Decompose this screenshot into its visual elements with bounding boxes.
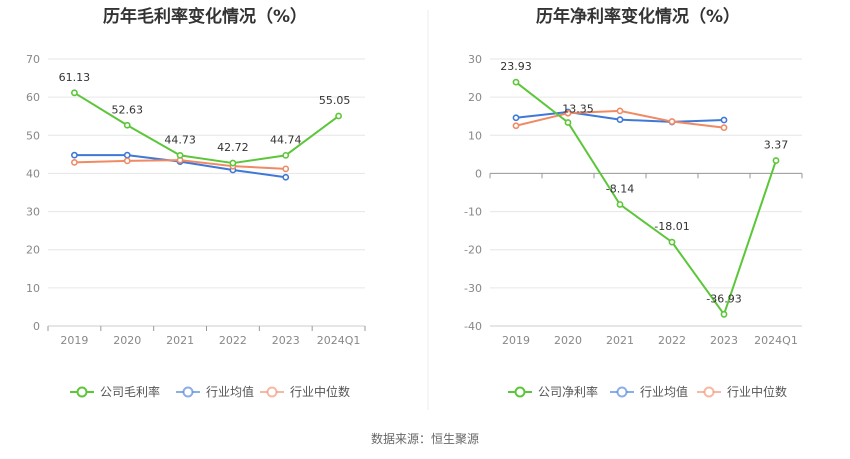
- chart-title: 历年净利率变化情况（%）: [536, 6, 740, 27]
- data-point[interactable]: [282, 173, 290, 181]
- legend-marker: [514, 386, 526, 398]
- y-tick-label: 20: [468, 91, 482, 104]
- y-tick-label: -20: [464, 244, 482, 257]
- x-tick-label: 2024Q1: [317, 334, 361, 347]
- legend-item[interactable]: 行业中位数: [260, 384, 350, 399]
- x-tick-label: 2021: [606, 334, 634, 347]
- data-point[interactable]: [564, 109, 572, 117]
- data-label: -8.14: [606, 182, 634, 195]
- x-tick-label: 2023: [710, 334, 738, 347]
- x-tick-label: 2019: [60, 334, 88, 347]
- data-point[interactable]: [123, 157, 131, 165]
- y-tick-label: 30: [468, 53, 482, 66]
- data-point[interactable]: [720, 116, 728, 124]
- data-point[interactable]: [282, 165, 290, 173]
- y-tick-label: 30: [26, 206, 40, 219]
- legend-item[interactable]: 公司净利率: [508, 384, 598, 399]
- legend-marker: [182, 386, 194, 398]
- data-label: 3.37: [764, 139, 789, 152]
- y-tick-label: 50: [26, 129, 40, 142]
- x-tick-label: 2024Q1: [754, 334, 798, 347]
- data-point[interactable]: [123, 151, 131, 159]
- data-point[interactable]: [71, 151, 78, 159]
- data-point[interactable]: [616, 116, 624, 124]
- data-point[interactable]: [720, 124, 728, 132]
- gross-margin-chart: 历年毛利率变化情况（%） 0 10 20 30 40 50 60 70 2019 2020 2021…: [26, 6, 366, 399]
- legend-marker: [616, 386, 628, 398]
- data-point[interactable]: [123, 121, 131, 129]
- legend-marker: [266, 386, 278, 398]
- y-tick-label: -30: [464, 282, 482, 295]
- data-point[interactable]: [229, 159, 237, 167]
- data-label: 13.35: [562, 103, 594, 116]
- x-tick-label: 2022: [219, 334, 247, 347]
- data-point[interactable]: [616, 201, 624, 208]
- x-tick-label: 2021: [166, 334, 194, 347]
- data-point[interactable]: [668, 238, 676, 246]
- legend-item[interactable]: 行业均值: [610, 384, 688, 399]
- data-point[interactable]: [564, 119, 572, 126]
- legend-item[interactable]: 公司毛利率: [70, 384, 160, 399]
- x-tick-label: 2020: [113, 334, 141, 347]
- legend-item[interactable]: 行业中位数: [697, 384, 787, 399]
- legend-item[interactable]: 行业均值: [176, 384, 254, 399]
- y-tick-label: 70: [26, 53, 40, 66]
- y-tick-label: -40: [464, 320, 482, 333]
- data-point[interactable]: [772, 157, 780, 164]
- data-label: 55.05: [319, 94, 351, 107]
- data-source-note: 数据来源：恒生聚源: [371, 431, 479, 446]
- data-point[interactable]: [512, 114, 520, 122]
- data-label: 44.73: [164, 133, 196, 146]
- legend-marker: [703, 386, 715, 398]
- data-point[interactable]: [668, 118, 676, 125]
- data-label: 44.74: [270, 133, 302, 146]
- y-tick-label: -10: [464, 206, 482, 219]
- data-point[interactable]: [512, 122, 520, 130]
- data-point[interactable]: [616, 107, 624, 115]
- legend-label: 行业中位数: [290, 384, 350, 399]
- x-tick-label: 2023: [272, 334, 300, 347]
- data-point[interactable]: [71, 158, 78, 166]
- y-tick-label: 20: [26, 244, 40, 257]
- y-tick-label: 10: [26, 282, 40, 295]
- data-label: 42.72: [217, 141, 249, 154]
- x-tick-label: 2020: [554, 334, 582, 347]
- chart-title: 历年毛利率变化情况（%）: [103, 6, 307, 27]
- y-tick-label: 0: [33, 320, 40, 333]
- y-tick-label: 0: [475, 167, 482, 180]
- data-label: 61.13: [59, 71, 91, 84]
- y-tick-label: 40: [26, 167, 40, 180]
- x-tick-label: 2019: [502, 334, 530, 347]
- data-label: -18.01: [654, 220, 689, 233]
- y-tick-label: 10: [468, 129, 482, 142]
- net-margin-chart: 历年净利率变化情况（%） -40 -30 -20 -10 0 10 20 30 2019 2020…: [464, 6, 803, 399]
- data-point[interactable]: [720, 310, 728, 318]
- x-tick-label: 2022: [658, 334, 686, 347]
- legend-label: 公司毛利率: [100, 384, 160, 399]
- legend-label: 公司净利率: [538, 384, 598, 399]
- data-point[interactable]: [335, 112, 342, 120]
- legend-marker: [76, 386, 88, 398]
- legend-label: 行业均值: [206, 384, 254, 399]
- y-tick-label: 60: [26, 91, 40, 104]
- series-line: [73, 91, 340, 165]
- series-line: [515, 81, 777, 316]
- data-point[interactable]: [176, 151, 184, 159]
- data-label: 52.63: [112, 103, 144, 116]
- legend-label: 行业中位数: [727, 384, 787, 399]
- legend-label: 行业均值: [640, 384, 688, 399]
- data-label: 23.93: [500, 60, 532, 73]
- data-label: -36.93: [706, 292, 741, 305]
- data-point[interactable]: [512, 78, 520, 86]
- data-point[interactable]: [71, 89, 78, 97]
- data-point[interactable]: [282, 151, 290, 159]
